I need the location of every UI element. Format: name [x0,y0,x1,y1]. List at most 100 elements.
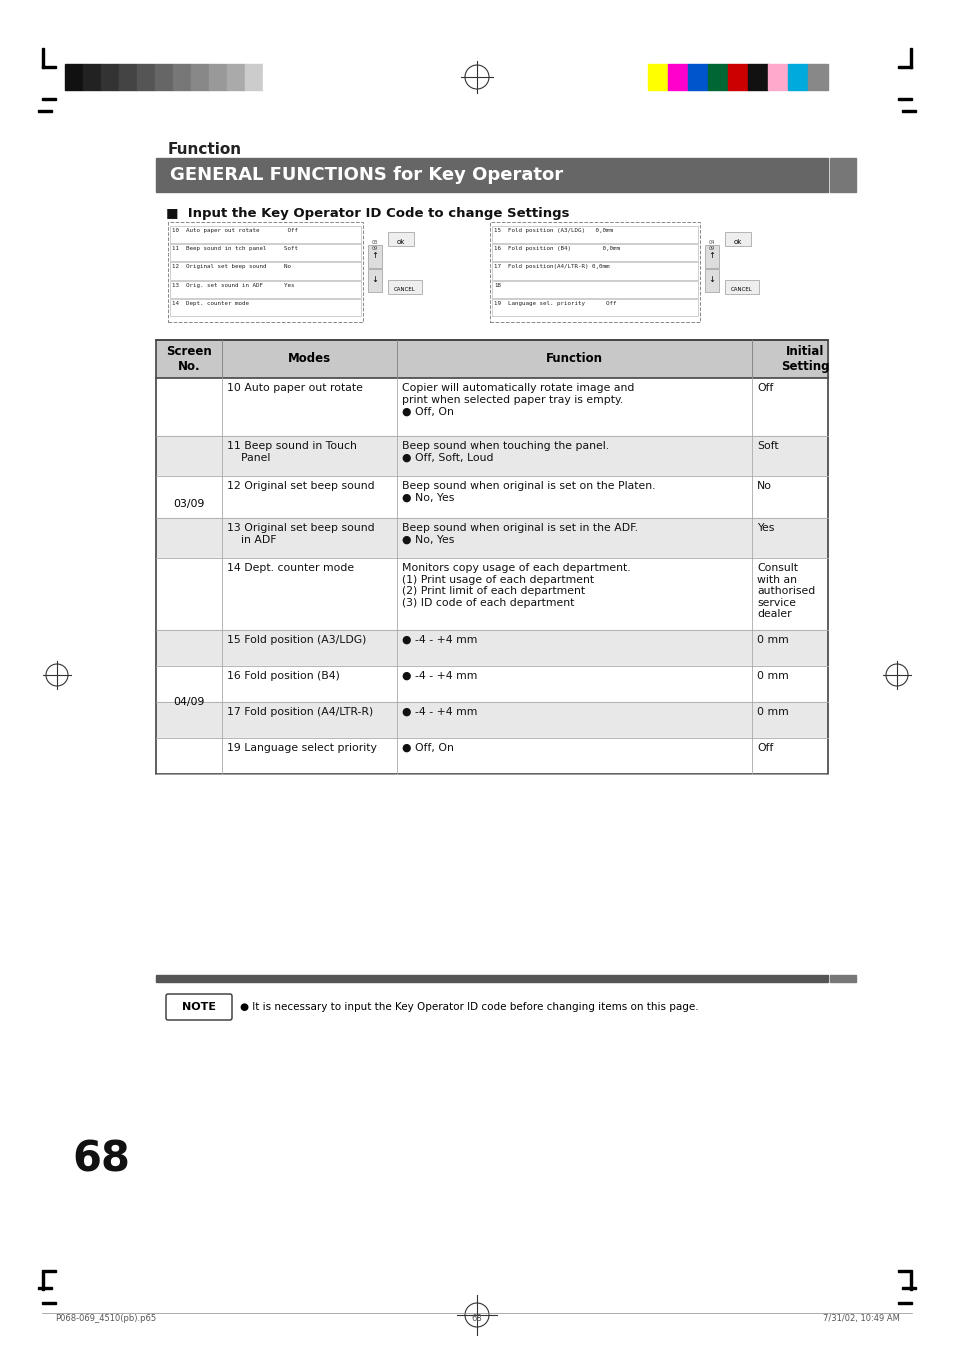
Bar [492,245,698,261]
Text: 68: 68 [471,1315,482,1323]
Text: 17  Fold position(A4/LTR-R) 0,0mm: 17 Fold position(A4/LTR-R) 0,0mm [494,265,609,269]
Bar [156,158,827,192]
Bar [897,66,911,68]
Text: ● Off, On: ● Off, On [401,743,454,753]
Text: 10  Auto paper out rotate        Off: 10 Auto paper out rotate Off [172,228,297,232]
Bar [707,63,727,91]
Bar [245,63,263,91]
Bar [901,109,915,112]
Text: 17 Fold position (A4/LTR-R): 17 Fold position (A4/LTR-R) [227,707,373,717]
Bar [667,63,687,91]
Text: CANCEL: CANCEL [730,286,752,292]
Text: Off: Off [757,743,773,753]
Text: ok: ok [396,239,405,245]
Text: ok: ok [733,239,741,245]
Bar [829,158,855,192]
Text: ■  Input the Key Operator ID Code to change Settings: ■ Input the Key Operator ID Code to chan… [166,207,569,220]
Text: 12 Original set beep sound: 12 Original set beep sound [227,481,375,490]
Bar [38,109,52,112]
Text: ● It is necessary to input the Key Operator ID code before changing items on thi: ● It is necessary to input the Key Opera… [240,1002,698,1012]
Bar [154,63,172,91]
Bar [156,378,827,436]
Text: ↑: ↑ [708,251,715,261]
Text: Soft: Soft [757,440,778,451]
Text: 04/09: 04/09 [173,697,205,707]
Bar [492,226,698,243]
Text: Consult
with an
authorised
service
dealer: Consult with an authorised service deale… [757,563,815,619]
Text: 11  Beep sound in tch panel     Soft: 11 Beep sound in tch panel Soft [172,246,297,251]
Bar [170,262,360,280]
Text: ↑: ↑ [371,251,378,261]
Text: Beep sound when touching the panel.
● Off, Soft, Loud: Beep sound when touching the panel. ● Of… [401,440,608,462]
Bar [724,232,750,246]
Bar [156,703,827,738]
Bar [704,269,719,292]
Bar [490,222,700,322]
Text: P068-069_4510(pb).p65: P068-069_4510(pb).p65 [55,1315,156,1323]
Text: 19  Language sel. priority      Off: 19 Language sel. priority Off [494,301,616,305]
Text: 04: 04 [708,240,715,245]
Text: 16  Fold position (B4)         0,0mm: 16 Fold position (B4) 0,0mm [494,246,619,251]
Text: Monitors copy usage of each department.
(1) Print usage of each department
(2) P: Monitors copy usage of each department. … [401,563,630,608]
Text: NOTE: NOTE [182,1002,215,1012]
Bar [191,63,209,91]
Text: 16 Fold position (B4): 16 Fold position (B4) [227,671,339,681]
Bar [687,63,707,91]
Text: 11 Beep sound in Touch
    Panel: 11 Beep sound in Touch Panel [227,440,356,462]
Text: 09: 09 [708,246,715,251]
Bar [492,262,698,280]
Text: 15 Fold position (A3/LDG): 15 Fold position (A3/LDG) [227,635,366,644]
Bar [156,975,827,982]
Text: ↓: ↓ [708,276,715,285]
Bar [170,281,360,297]
Bar [368,269,381,292]
Bar [172,63,191,91]
Text: Screen
No.: Screen No. [166,345,212,373]
Text: 0 mm: 0 mm [757,707,788,717]
Bar [42,99,56,100]
Text: 0 mm: 0 mm [757,635,788,644]
Bar [897,99,911,100]
Bar [704,245,719,267]
Bar [901,1288,915,1289]
Text: 18: 18 [494,282,500,288]
Text: 0 mm: 0 mm [757,671,788,681]
Text: 19 Language select priority: 19 Language select priority [227,743,376,753]
Text: GENERAL FUNCTIONS for Key Operator: GENERAL FUNCTIONS for Key Operator [170,166,562,184]
Text: Function: Function [545,353,602,366]
Text: Modes: Modes [288,353,331,366]
Bar [156,436,827,476]
Text: ● -4 - +4 mm: ● -4 - +4 mm [401,635,476,644]
Bar [492,281,698,297]
Bar [101,63,119,91]
Bar [227,63,245,91]
Bar [170,226,360,243]
Text: Initial
Setting: Initial Setting [780,345,828,373]
Text: ↓: ↓ [371,276,378,285]
Bar [807,63,827,91]
Bar [647,63,667,91]
Bar [65,63,83,91]
Text: 12  Original set beep sound     No: 12 Original set beep sound No [172,265,291,269]
Bar [170,299,360,316]
Text: 13 Original set beep sound
    in ADF: 13 Original set beep sound in ADF [227,523,375,544]
Text: 09: 09 [372,246,377,251]
Bar [156,340,827,774]
Text: 7/31/02, 10:49 AM: 7/31/02, 10:49 AM [822,1315,899,1323]
Bar [156,517,827,558]
Text: Copier will automatically rotate image and
print when selected paper tray is emp: Copier will automatically rotate image a… [401,382,634,416]
Text: Yes: Yes [757,523,774,534]
Bar [787,63,807,91]
Bar [42,1302,56,1304]
Bar [156,340,827,378]
Bar [209,63,227,91]
Bar [156,558,827,630]
Text: 68: 68 [71,1138,130,1179]
Bar [897,1302,911,1304]
Bar [492,299,698,316]
Bar [263,63,281,91]
Bar [156,476,827,517]
Bar [767,63,787,91]
Bar [727,63,747,91]
Text: 14  Dept. counter mode: 14 Dept. counter mode [172,301,249,305]
